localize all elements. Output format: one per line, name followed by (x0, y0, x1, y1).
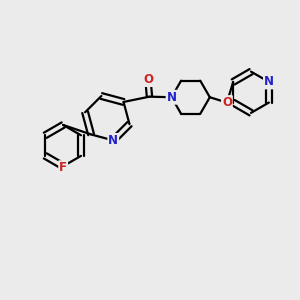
Text: N: N (167, 91, 176, 104)
Text: N: N (264, 75, 274, 88)
Text: F: F (59, 161, 67, 174)
Text: O: O (143, 73, 153, 86)
Text: N: N (108, 134, 118, 147)
Text: O: O (222, 96, 232, 109)
